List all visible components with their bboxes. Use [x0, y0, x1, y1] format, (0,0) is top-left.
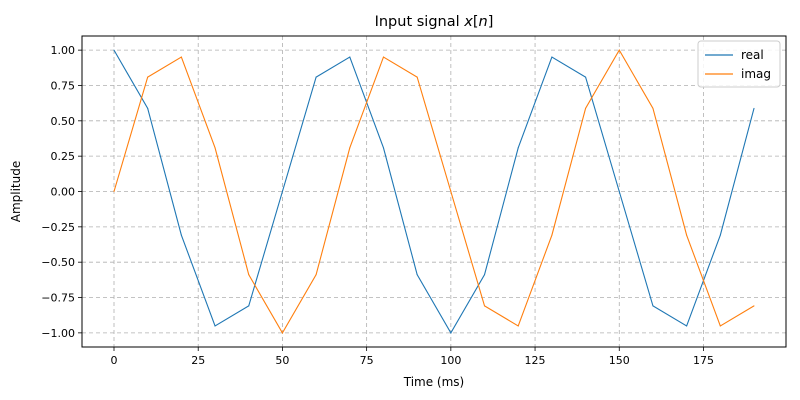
x-tick-label: 0	[111, 354, 118, 367]
y-axis-label: Amplitude	[9, 161, 23, 223]
data-point-imag	[585, 107, 587, 109]
data-point-imag	[248, 274, 250, 276]
y-tick-label: 0.75	[51, 79, 76, 92]
data-point-imag	[147, 76, 149, 78]
x-tick-label: 100	[440, 354, 461, 367]
data-point-imag	[517, 325, 519, 327]
data-point-real	[686, 325, 688, 327]
data-point-imag	[719, 325, 721, 327]
y-tick-label: 0.25	[51, 150, 76, 163]
data-point-imag	[686, 234, 688, 236]
series-line-imag	[113, 49, 755, 334]
x-axis-ticks: 0 25 50 75 100 125 150 175	[111, 347, 714, 367]
legend-label-imag: imag	[741, 67, 771, 81]
data-point-real	[180, 234, 182, 236]
chart-title: Input signal x[n]	[375, 14, 494, 30]
y-tick-label: −1.00	[41, 327, 75, 340]
x-axis-label: Time (ms)	[403, 375, 465, 389]
legend-box	[697, 40, 781, 88]
x-tick-label: 150	[609, 354, 630, 367]
x-tick-label: 75	[360, 354, 374, 367]
data-point-real	[551, 56, 553, 58]
data-point-real	[147, 107, 149, 109]
data-point-real	[349, 56, 351, 58]
data-point-imag	[214, 147, 216, 149]
data-point-imag	[349, 147, 351, 149]
data-point-imag	[416, 76, 418, 78]
y-tick-label: 0.50	[51, 115, 76, 128]
data-point-real	[517, 147, 519, 149]
series-line-real	[113, 49, 755, 334]
y-tick-label: −0.25	[41, 221, 75, 234]
data-point-real	[382, 147, 384, 149]
y-axis-ticks: 1.00 0.75 0.50 0.25 0.00 −0.25 −0.50 −0.75 −1.00	[41, 44, 82, 340]
y-tick-label: −0.75	[41, 292, 75, 305]
data-point-imag	[484, 305, 486, 307]
data-point-imag	[618, 49, 620, 51]
data-point-real	[585, 76, 587, 78]
x-tick-label: 50	[275, 354, 289, 367]
data-point-real	[484, 274, 486, 276]
data-point-imag	[450, 191, 452, 192]
x-tick-label: 25	[191, 354, 205, 367]
y-tick-label: 1.00	[51, 44, 76, 57]
data-point-imag	[753, 305, 755, 307]
data-point-imag	[382, 56, 384, 58]
data-point-real	[450, 332, 452, 334]
data-point-real	[214, 325, 216, 327]
data-point-real	[113, 49, 115, 51]
x-tick-label: 175	[693, 354, 714, 367]
data-point-imag	[652, 107, 654, 109]
data-point-real	[753, 107, 755, 109]
data-point-imag	[281, 332, 283, 334]
data-point-real	[618, 191, 620, 192]
plot-series	[113, 49, 755, 334]
data-point-real	[416, 274, 418, 276]
data-point-real	[719, 234, 721, 236]
data-point-real	[281, 191, 283, 192]
y-tick-label: −0.50	[41, 256, 75, 269]
data-point-imag	[180, 56, 182, 58]
legend: real imag	[697, 40, 781, 88]
x-tick-label: 125	[525, 354, 546, 367]
legend-label-real: real	[741, 48, 764, 62]
data-point-imag	[551, 234, 553, 236]
data-point-real	[315, 76, 317, 78]
data-point-real	[652, 305, 654, 307]
data-point-real	[248, 305, 250, 307]
data-point-imag	[113, 191, 115, 192]
grid	[82, 36, 786, 347]
data-point-imag	[315, 274, 317, 276]
y-tick-label: 0.00	[51, 186, 76, 199]
